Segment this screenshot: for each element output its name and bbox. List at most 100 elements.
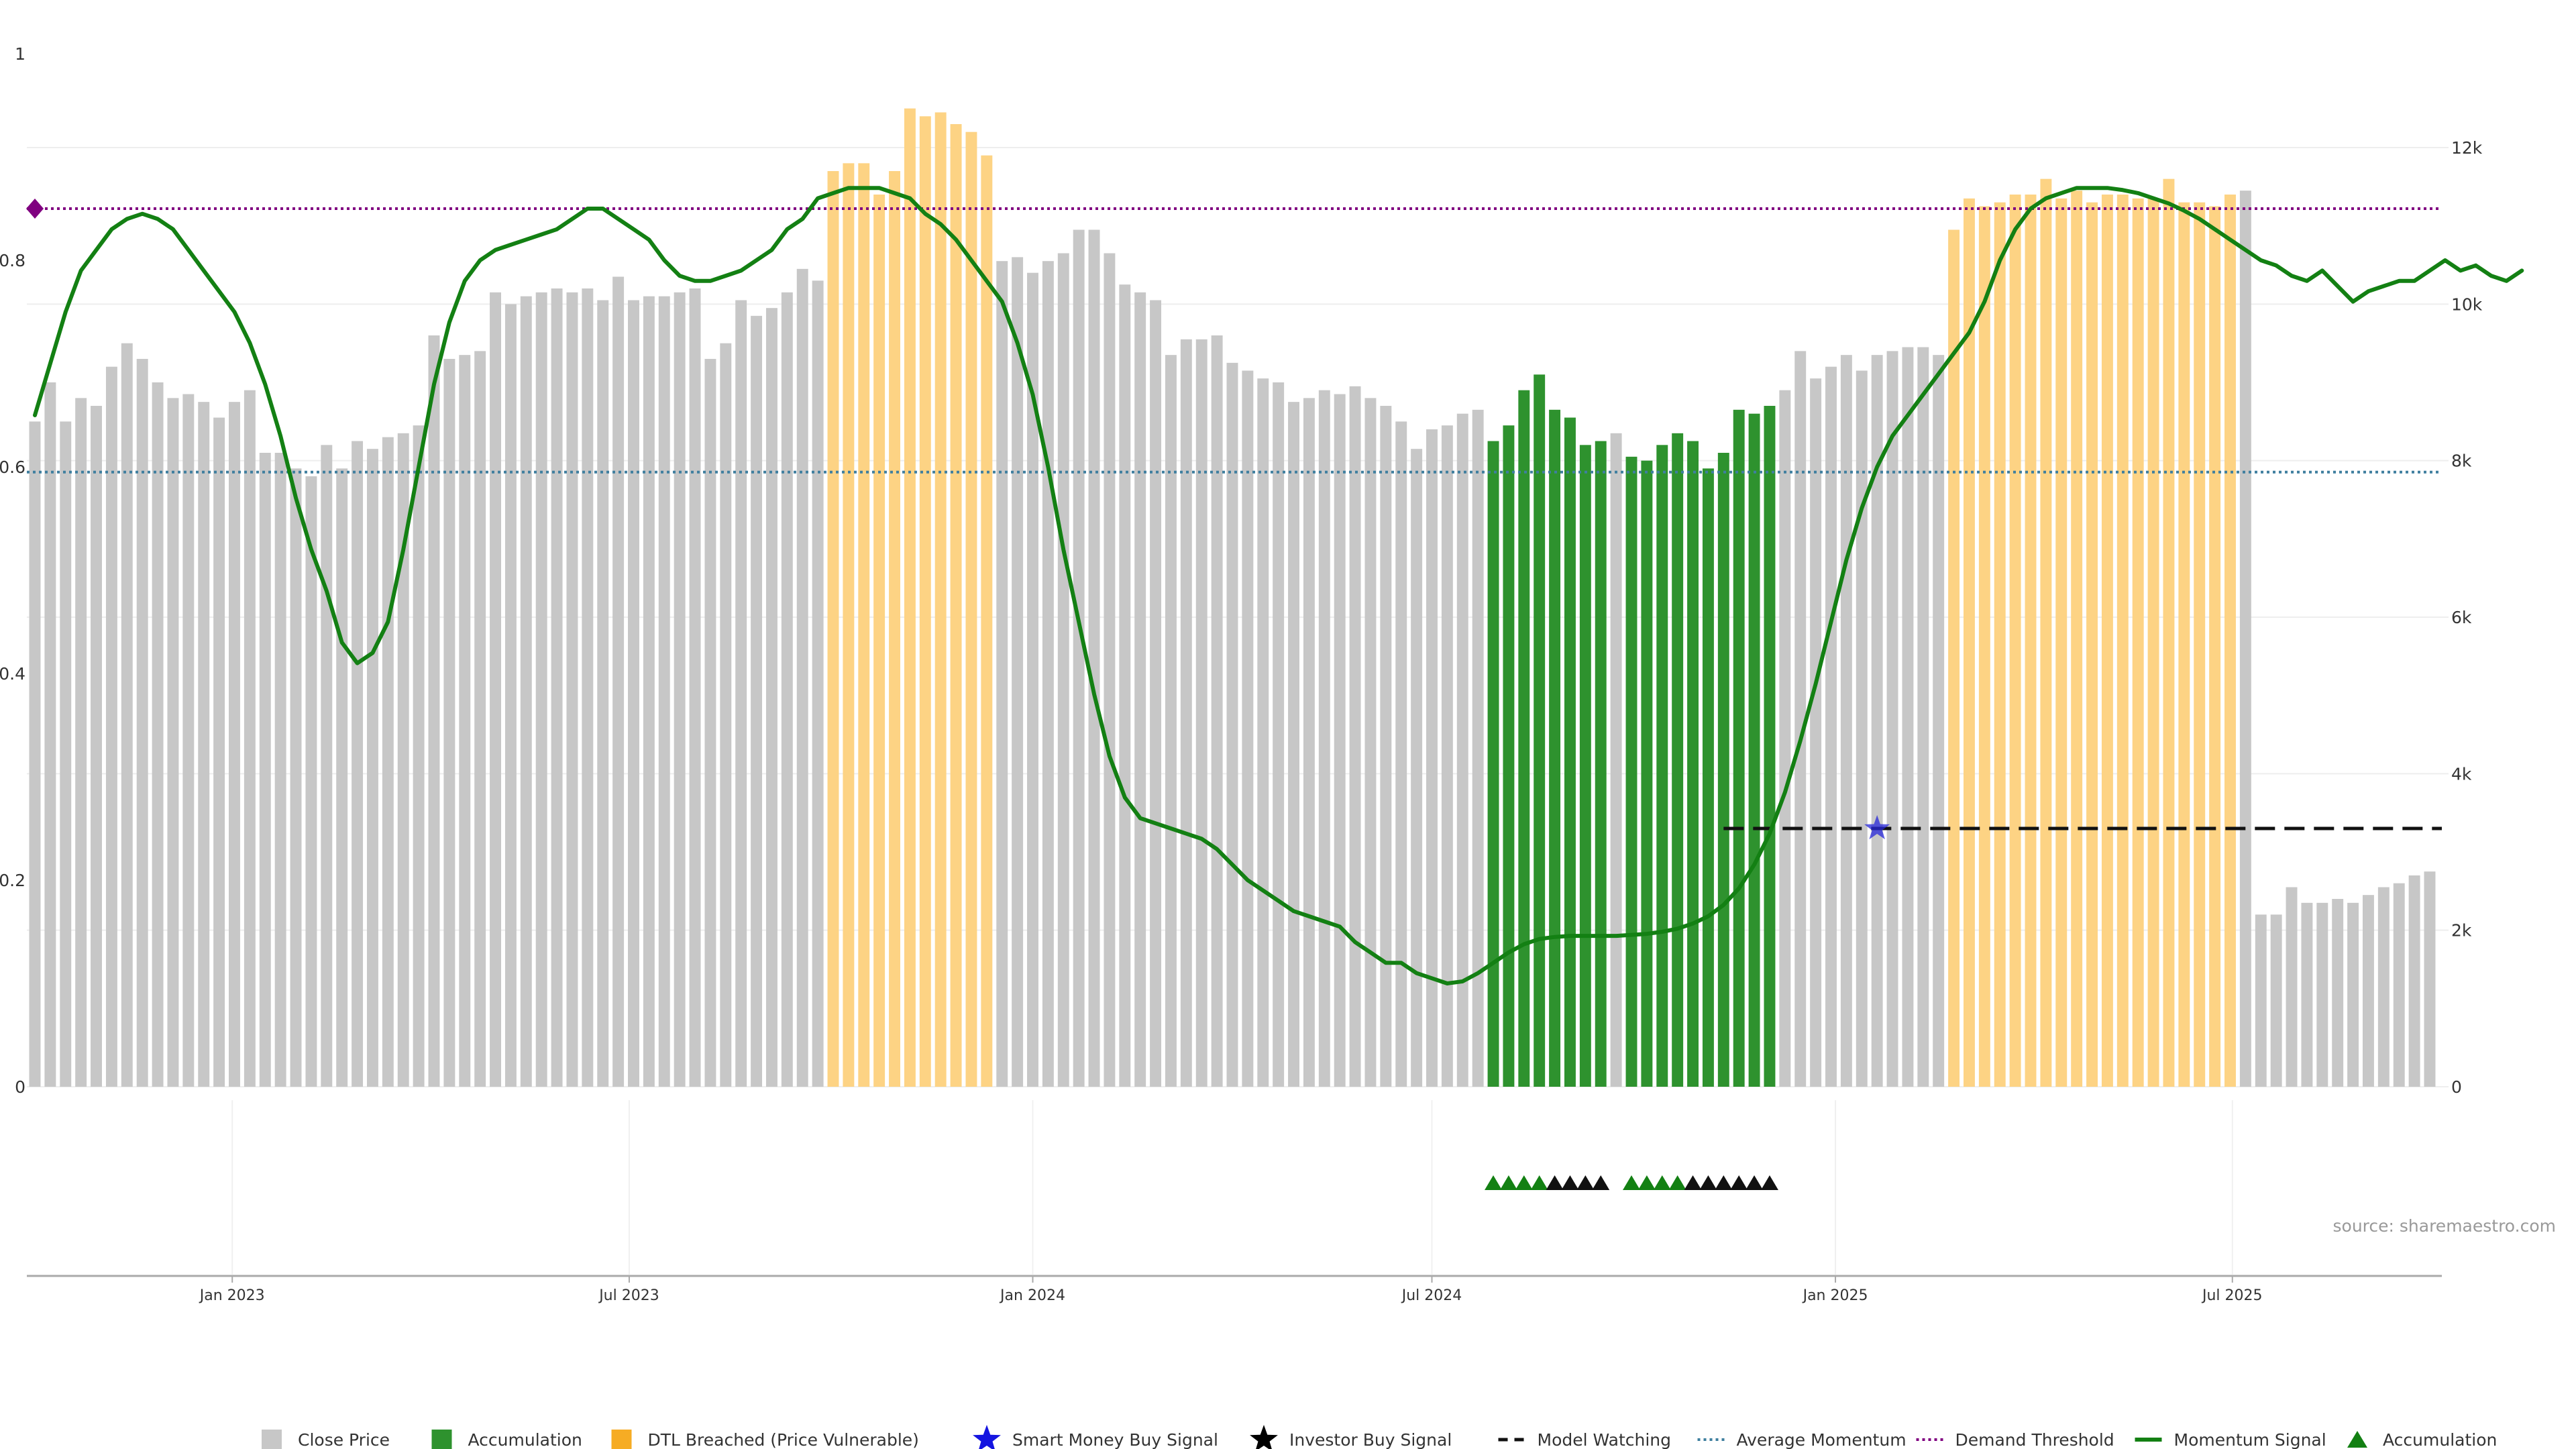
accumulation-marker bbox=[1561, 1175, 1579, 1190]
price-bar bbox=[1610, 433, 1622, 1087]
price-bar bbox=[1748, 413, 1760, 1087]
legend-swatch bbox=[262, 1430, 282, 1449]
right-axis-tick-label: 4k bbox=[2451, 764, 2472, 784]
legend-label: Smart Money Buy Signal bbox=[1012, 1430, 1218, 1449]
demand-threshold-marker bbox=[26, 199, 44, 219]
legend-entry: Smart Money Buy Signal bbox=[973, 1425, 1218, 1449]
price-bar bbox=[2362, 895, 2374, 1087]
price-bar bbox=[1825, 366, 1837, 1087]
price-bar bbox=[1012, 257, 1024, 1087]
legend-entry: Momentum Signal bbox=[2135, 1430, 2326, 1449]
price-bar bbox=[1840, 355, 1852, 1087]
price-bar bbox=[1656, 445, 1668, 1087]
legend-entry: Model Watching bbox=[1498, 1430, 1672, 1449]
price-bar bbox=[290, 468, 302, 1087]
legend-label: Demand Threshold bbox=[1955, 1430, 2114, 1449]
price-bar bbox=[366, 449, 378, 1087]
accumulation-marker bbox=[1576, 1175, 1595, 1190]
legend-label: Accumulation bbox=[2383, 1430, 2497, 1449]
price-bar bbox=[2055, 198, 2068, 1087]
price-bar bbox=[1088, 229, 1100, 1087]
price-bar bbox=[2040, 178, 2052, 1087]
reference-lines bbox=[27, 207, 2442, 830]
price-bar bbox=[2086, 202, 2098, 1087]
price-bar bbox=[889, 171, 900, 1087]
price-bar bbox=[2316, 902, 2328, 1087]
price-bar bbox=[904, 108, 916, 1087]
price-bar bbox=[44, 382, 56, 1087]
legend-label: Momentum Signal bbox=[2174, 1430, 2326, 1449]
price-bar bbox=[1242, 370, 1254, 1087]
x-axis-tick-label: Jan 2023 bbox=[199, 1287, 265, 1304]
accumulation-marker bbox=[1730, 1175, 1748, 1190]
price-bar bbox=[2147, 198, 2159, 1087]
price-bar bbox=[582, 288, 594, 1087]
price-bar bbox=[1364, 398, 1377, 1087]
legend-entry: Accumulation bbox=[2347, 1430, 2497, 1449]
price-bar bbox=[2194, 202, 2206, 1087]
price-bar bbox=[1334, 394, 1346, 1087]
price-bar bbox=[674, 292, 686, 1087]
price-bar bbox=[1503, 425, 1515, 1087]
source-note: source: sharemaestro.com bbox=[2333, 1216, 2557, 1236]
price-bar bbox=[2239, 191, 2251, 1087]
price-bar bbox=[105, 366, 117, 1087]
right-axis: 0 2k 4k 6k 8k 10k 12k bbox=[2451, 138, 2483, 1097]
price-bar bbox=[1963, 198, 1975, 1087]
price-bar bbox=[1779, 390, 1791, 1087]
price-bar bbox=[1073, 229, 1085, 1087]
accumulation-marker bbox=[1638, 1175, 1656, 1190]
price-bar bbox=[827, 171, 839, 1087]
price-bar bbox=[934, 112, 947, 1087]
price-bar bbox=[1518, 390, 1530, 1087]
left-axis-tick-label: 0.2 bbox=[0, 871, 25, 890]
price-bar bbox=[1456, 413, 1468, 1087]
accumulation-marker bbox=[1699, 1175, 1717, 1190]
price-bar bbox=[1104, 253, 1116, 1087]
legend-label: Close Price bbox=[298, 1430, 390, 1449]
price-bar bbox=[2255, 914, 2267, 1087]
price-bar bbox=[1134, 292, 1146, 1087]
legend: Close Price Accumulation DTL Breached (Pri… bbox=[262, 1425, 2497, 1449]
legend-label: Model Watching bbox=[1538, 1430, 1672, 1449]
price-bar bbox=[1487, 441, 1499, 1087]
accumulation-marker bbox=[1546, 1175, 1564, 1190]
price-bar bbox=[305, 476, 317, 1087]
price-bar bbox=[336, 468, 348, 1087]
price-bar bbox=[1150, 300, 1162, 1087]
accumulation-marker bbox=[1499, 1175, 1517, 1190]
price-bar bbox=[2408, 875, 2420, 1087]
price-bar bbox=[259, 453, 271, 1087]
price-bar bbox=[2377, 887, 2390, 1087]
price-bar bbox=[413, 425, 425, 1087]
price-bar bbox=[2071, 191, 2083, 1087]
price-bar bbox=[1794, 351, 1807, 1087]
accumulation-marker bbox=[1715, 1175, 1733, 1190]
price-bar bbox=[1717, 453, 1729, 1087]
price-bar bbox=[2270, 914, 2282, 1087]
price-bar bbox=[1426, 429, 1438, 1087]
price-bar bbox=[2101, 195, 2113, 1087]
smart-money-buy-signal-star bbox=[1864, 815, 1890, 840]
price-bar bbox=[2163, 178, 2175, 1087]
price-bar bbox=[152, 382, 164, 1087]
price-bar bbox=[2025, 195, 2037, 1087]
price-bar bbox=[1318, 390, 1330, 1087]
price-bar bbox=[1733, 409, 1745, 1087]
price-bar bbox=[504, 304, 517, 1087]
price-bar bbox=[566, 292, 578, 1087]
price-bar bbox=[751, 315, 763, 1087]
price-bar bbox=[2424, 871, 2436, 1087]
price-bar bbox=[612, 276, 625, 1087]
price-bar bbox=[796, 268, 808, 1087]
price-bar bbox=[1257, 378, 1269, 1087]
price-bar bbox=[2116, 195, 2129, 1087]
price-bar bbox=[321, 445, 333, 1087]
price-bar bbox=[2332, 899, 2344, 1087]
price-bar bbox=[474, 351, 486, 1087]
price-bar bbox=[213, 417, 225, 1087]
price-bar bbox=[1856, 370, 1868, 1087]
price-bar bbox=[1917, 347, 1929, 1087]
price-bar bbox=[1395, 421, 1407, 1087]
price-bar bbox=[2209, 206, 2221, 1087]
